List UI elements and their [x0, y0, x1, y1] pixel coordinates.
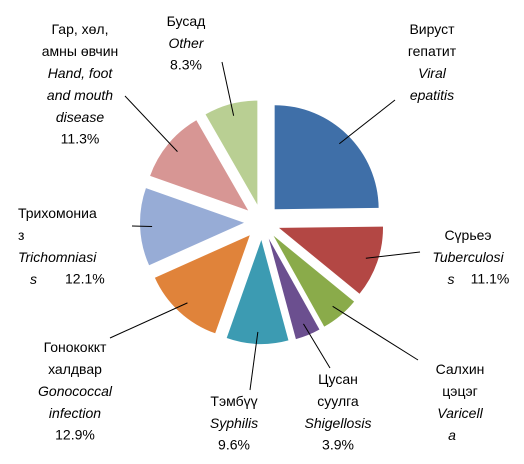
value-label: 3.9%: [322, 437, 354, 453]
value-label: 9.6%: [218, 437, 250, 453]
value-label: 12.9%: [55, 427, 95, 443]
english-label: Syphilis: [210, 415, 258, 431]
leader-line: [333, 306, 418, 360]
english-label: Shigellosis: [305, 415, 372, 431]
category-label: Гар, хөл,амны өвчин: [42, 21, 119, 59]
leader-line: [339, 100, 395, 144]
value-label: 8.3%: [170, 57, 202, 73]
value-label: 11.3%: [61, 131, 100, 147]
english-label: Other: [168, 35, 204, 51]
pie-slice: [275, 105, 379, 209]
value-label: 12.1%: [65, 271, 105, 287]
category-label: Тэмбүү: [210, 393, 257, 409]
category-label: Сүрьеэ: [444, 227, 491, 243]
value-label: 11.1%: [471, 271, 510, 287]
leader-line: [125, 96, 177, 152]
category-label: Бусад: [167, 13, 206, 29]
leader-line: [110, 303, 187, 338]
